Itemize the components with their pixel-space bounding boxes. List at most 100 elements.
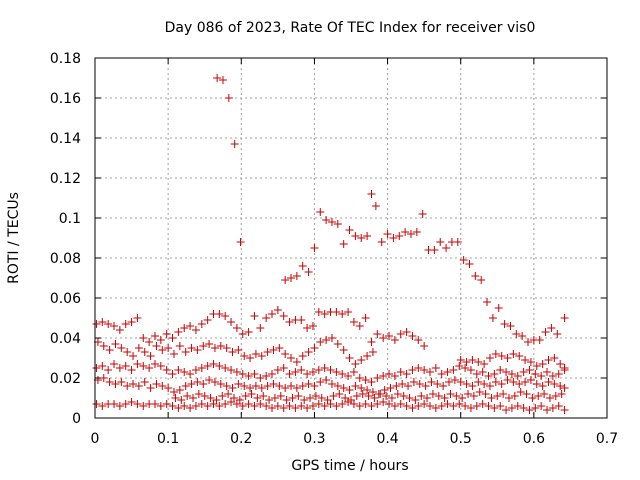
- data-point: [446, 390, 455, 398]
- chart-title: Day 086 of 2023, Rate Of TEC Index for r…: [165, 20, 536, 36]
- data-point: [355, 374, 364, 382]
- data-point: [92, 320, 101, 328]
- data-point: [478, 368, 487, 376]
- data-point: [540, 390, 549, 398]
- data-point: [333, 382, 342, 390]
- data-point: [557, 390, 566, 398]
- data-point: [320, 310, 329, 318]
- data-point: [193, 378, 202, 386]
- data-point: [222, 344, 231, 352]
- data-point: [213, 74, 222, 82]
- data-point: [186, 370, 195, 378]
- data-point: [104, 366, 113, 374]
- data-point: [292, 272, 301, 280]
- data-point: [276, 392, 285, 400]
- data-point: [115, 326, 124, 334]
- x-tick-label: 0.1: [157, 431, 179, 447]
- data-point: [510, 392, 519, 400]
- data-point: [216, 342, 225, 350]
- data-point: [291, 404, 300, 412]
- data-point: [376, 390, 385, 398]
- data-point: [171, 394, 180, 402]
- data-point: [98, 362, 107, 370]
- data-point: [240, 382, 249, 390]
- data-point: [484, 402, 493, 410]
- data-point: [110, 360, 119, 368]
- data-point: [420, 366, 429, 374]
- data-point: [466, 366, 475, 374]
- data-point: [117, 344, 126, 352]
- data-point: [349, 368, 358, 376]
- y-tick-label: 0.08: [50, 251, 81, 267]
- data-point: [294, 392, 303, 400]
- data-point: [216, 380, 225, 388]
- data-point: [292, 358, 301, 366]
- data-point: [437, 402, 446, 410]
- data-point: [197, 400, 206, 408]
- data-point: [279, 312, 288, 320]
- data-point: [420, 400, 429, 408]
- data-point: [246, 354, 255, 362]
- data-point: [502, 368, 511, 376]
- data-point: [298, 262, 307, 270]
- data-point: [99, 374, 108, 382]
- data-point: [259, 392, 268, 400]
- data-point: [547, 324, 556, 332]
- data-point: [461, 364, 470, 372]
- data-point: [300, 396, 309, 404]
- data-point: [431, 404, 440, 412]
- data-point: [351, 360, 360, 368]
- data-point: [256, 400, 265, 408]
- data-point: [543, 368, 552, 376]
- data-point: [480, 360, 489, 368]
- data-point: [396, 400, 405, 408]
- data-point: [127, 398, 136, 406]
- data-point: [504, 394, 513, 402]
- data-point: [292, 384, 301, 392]
- data-point: [459, 256, 468, 264]
- data-point: [191, 402, 200, 410]
- x-tick-labels: 0 0.1 0.2 0.3 0.4 0.5 0.6 0.7: [91, 431, 619, 447]
- data-point: [203, 402, 212, 410]
- data-point: [506, 322, 515, 330]
- data-point: [297, 316, 306, 324]
- data-point: [316, 208, 325, 216]
- data-point: [519, 368, 528, 376]
- data-point: [303, 324, 312, 332]
- data-point: [156, 402, 165, 410]
- plot-frame: [94, 57, 608, 419]
- data-point: [464, 390, 473, 398]
- data-point: [396, 330, 405, 338]
- data-point: [383, 230, 392, 238]
- data-point: [326, 366, 335, 374]
- data-point: [327, 218, 336, 226]
- data-point: [322, 216, 331, 224]
- data-point: [560, 314, 569, 322]
- data-point: [339, 384, 348, 392]
- data-point: [409, 378, 418, 386]
- data-point: [332, 368, 341, 376]
- data-point: [221, 400, 230, 408]
- data-point: [344, 398, 353, 406]
- data-point: [110, 400, 119, 408]
- data-point: [485, 382, 494, 390]
- data-point: [481, 390, 490, 398]
- data-point: [174, 328, 183, 336]
- data-point: [123, 348, 132, 356]
- data-point: [121, 400, 130, 408]
- data-point: [445, 378, 454, 386]
- data-point: [303, 404, 312, 412]
- data-point: [367, 338, 376, 346]
- data-point: [436, 238, 445, 246]
- y-tick-label: 0.14: [50, 131, 81, 147]
- data-point: [117, 378, 126, 386]
- data-point: [515, 352, 524, 360]
- data-point: [164, 344, 173, 352]
- x-tick-label: 0.5: [450, 431, 472, 447]
- data-point: [304, 380, 313, 388]
- data-point: [329, 392, 338, 400]
- data-point: [499, 390, 508, 398]
- data-point: [244, 328, 253, 336]
- data-point: [150, 400, 159, 408]
- data-point: [279, 364, 288, 372]
